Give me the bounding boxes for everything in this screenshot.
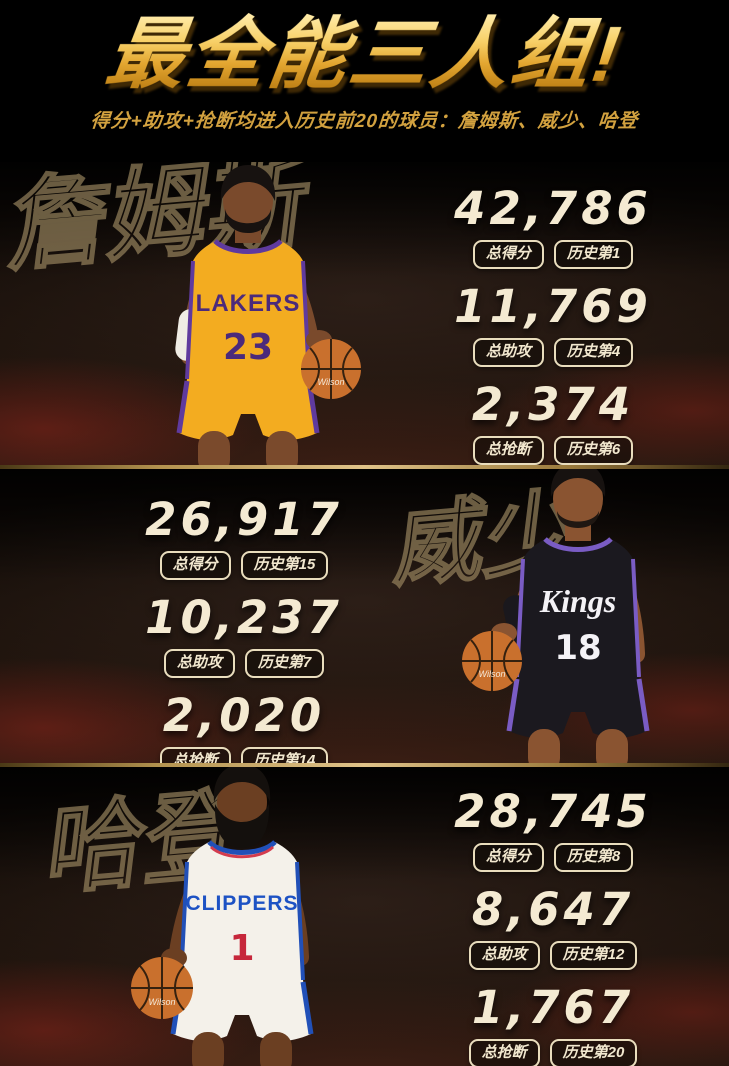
stat-rank-pill: 历史第12 (549, 941, 638, 970)
stats-harden: 28,745 总得分 历史第8 8,647 总助攻 历史第12 1,767 总抢… (397, 789, 709, 1066)
page-title: 最全能三人组! (100, 10, 629, 98)
stat-steals: 2,020 总抢断 历史第14 (159, 689, 329, 763)
stat-rank-pill: 历史第14 (240, 747, 329, 763)
stat-label-pill: 总助攻 (472, 338, 544, 367)
section-divider (0, 465, 729, 469)
stat-label-pill: 总得分 (472, 240, 544, 269)
basketball: Wilson (462, 623, 522, 691)
stat-rank-pill: 历史第15 (240, 551, 329, 580)
stat-value: 8,647 (471, 883, 635, 936)
stat-label-pill: 总抢断 (472, 436, 544, 465)
jersey (187, 241, 309, 379)
stat-value: 2,374 (471, 378, 635, 431)
section-westbrook: 威少 Kings 18 (0, 469, 729, 763)
stat-value: 26,917 (145, 493, 343, 546)
stat-assists: 10,237 总助攻 历史第7 (145, 595, 343, 678)
jersey (181, 842, 303, 980)
player-photo-james: LAKERS 23 (98, 162, 398, 465)
stat-label-pill: 总助攻 (163, 649, 235, 678)
section-james: 詹姆斯 LAKERS 23 (0, 162, 729, 465)
head (217, 773, 267, 831)
beard (214, 804, 270, 848)
westbrook-body: Kings 18 (503, 469, 650, 763)
jersey-number-text: 23 (223, 327, 273, 368)
stat-value: 10,237 (145, 591, 343, 644)
stats-james: 42,786 总得分 历史第1 11,769 总助攻 历史第4 2,374 总抢… (397, 186, 709, 465)
ball-brand-text: Wilson (479, 669, 506, 679)
stat-value: 1,767 (471, 981, 635, 1034)
beard (557, 511, 599, 528)
stat-rank-pill: 历史第20 (549, 1039, 638, 1066)
stat-label-pill: 总得分 (472, 843, 544, 872)
stat-rank-pill: 历史第8 (553, 843, 634, 872)
team-name-text: Kings (539, 583, 616, 619)
stat-labels: 总助攻 历史第7 (163, 649, 325, 678)
stat-assists: 8,647 总助攻 历史第12 (468, 883, 638, 970)
stat-points: 26,917 总得分 历史第15 (145, 497, 343, 580)
stat-labels: 总助攻 历史第12 (468, 941, 638, 970)
team-name-text: CLIPPERS (185, 892, 298, 915)
stat-value: 42,786 (454, 182, 652, 235)
stat-points: 28,745 总得分 历史第8 (454, 789, 652, 872)
jersey-number-text: 1 (229, 928, 254, 969)
stat-labels: 总得分 历史第15 (159, 551, 329, 580)
stats-westbrook: 26,917 总得分 历史第15 10,237 总助攻 历史第7 2,020 总… (88, 497, 400, 763)
stat-rank-pill: 历史第6 (553, 436, 634, 465)
stat-labels: 总抢断 历史第6 (472, 436, 634, 465)
jersey-number-text: 18 (554, 628, 601, 668)
stat-label-pill: 总抢断 (159, 747, 231, 763)
stat-label-pill: 总得分 (159, 551, 231, 580)
basketball: Wilson (131, 948, 193, 1019)
hair (550, 469, 606, 497)
stat-steals: 1,767 总抢断 历史第20 (468, 981, 638, 1066)
hair (220, 165, 276, 201)
player-photo-westbrook: Kings 18 (428, 469, 728, 763)
harden-illustration: CLIPPERS 1 (131, 767, 314, 1066)
stat-rank-pill: 历史第7 (244, 649, 325, 678)
stat-value: 2,020 (162, 689, 326, 742)
harden-body: CLIPPERS 1 (168, 767, 314, 1066)
header: 最全能三人组! 得分+助攻+抢断均进入历史前20的球员：詹姆斯、威少、哈登 (0, 0, 729, 162)
head (223, 172, 273, 230)
james-body: LAKERS 23 (175, 165, 320, 465)
stat-labels: 总抢断 历史第20 (468, 1039, 638, 1066)
stat-labels: 总得分 历史第1 (472, 240, 634, 269)
stat-label-pill: 总助攻 (468, 941, 540, 970)
stat-steals: 2,374 总抢断 历史第6 (472, 382, 634, 465)
page-subtitle: 得分+助攻+抢断均进入历史前20的球员：詹姆斯、威少、哈登 (89, 111, 639, 133)
hair (213, 767, 271, 802)
stat-rank-pill: 历史第4 (553, 338, 634, 367)
section-divider (0, 763, 729, 767)
stat-value: 11,769 (454, 280, 652, 333)
jersey (517, 539, 639, 677)
head (553, 470, 603, 528)
stat-label-pill: 总抢断 (468, 1039, 540, 1066)
ball-brand-text: Wilson (149, 997, 176, 1007)
beard (224, 209, 272, 233)
stat-rank-pill: 历史第1 (553, 240, 634, 269)
stat-labels: 总抢断 历史第14 (159, 747, 329, 763)
stat-value: 28,745 (454, 785, 652, 838)
stat-labels: 总得分 历史第8 (472, 843, 634, 872)
stat-points: 42,786 总得分 历史第1 (454, 186, 652, 269)
team-name-text: LAKERS (196, 290, 301, 317)
stat-assists: 11,769 总助攻 历史第4 (454, 284, 652, 367)
stat-labels: 总助攻 历史第4 (472, 338, 634, 367)
basketball: Wilson (301, 330, 361, 399)
james-illustration: LAKERS 23 (175, 165, 361, 465)
player-photo-harden: CLIPPERS 1 (92, 767, 392, 1066)
ball-brand-text: Wilson (318, 377, 345, 387)
section-harden: 哈登 CLIPPERS 1 (0, 767, 729, 1066)
westbrook-illustration: Kings 18 (462, 469, 650, 763)
